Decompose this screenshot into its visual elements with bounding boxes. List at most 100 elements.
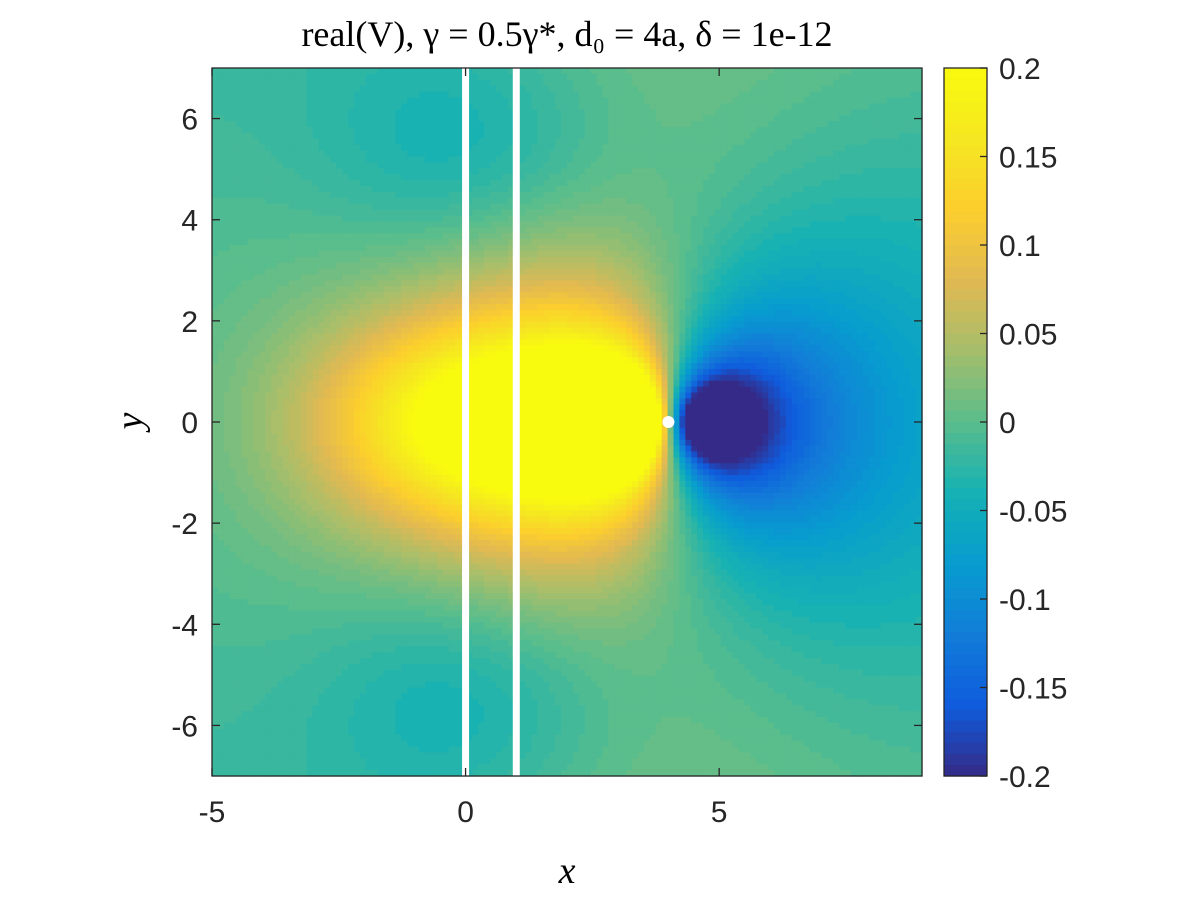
heatmap-cell: [454, 451, 462, 458]
heatmap-cell: [217, 652, 225, 659]
heatmap-cell: [383, 581, 391, 588]
heatmap-cell: [247, 227, 255, 234]
heatmap-cell: [365, 315, 373, 323]
heatmap-cell: [330, 380, 337, 388]
heatmap-cell: [354, 734, 361, 742]
heatmap-cell: [229, 687, 237, 694]
heatmap-cell: [265, 433, 272, 441]
heatmap-cell: [425, 398, 432, 405]
heatmap-cell: [436, 127, 444, 134]
heatmap-cell: [241, 250, 249, 258]
heatmap-cell: [324, 616, 331, 624]
heatmap-cell: [430, 368, 438, 376]
heatmap-cell: [277, 333, 284, 340]
heatmap-cell: [454, 132, 462, 140]
heatmap-cell: [448, 292, 456, 299]
heatmap-cell: [294, 433, 302, 441]
heatmap-cell: [407, 569, 414, 576]
heatmap-cell: [283, 339, 290, 346]
heatmap-cell: [241, 380, 249, 388]
heatmap-cell: [247, 262, 255, 270]
heatmap-cell: [306, 498, 314, 506]
heatmap-cell: [365, 103, 373, 110]
heatmap-cell: [348, 91, 355, 99]
heatmap-cell: [288, 68, 296, 75]
heatmap-cell: [241, 510, 249, 517]
heatmap-cell: [389, 138, 397, 146]
heatmap-cell: [442, 693, 450, 700]
heatmap-cell: [442, 734, 450, 742]
heatmap-cell: [229, 156, 237, 163]
heatmap-cell: [436, 262, 444, 270]
heatmap-cell: [425, 209, 432, 217]
heatmap-cell: [235, 634, 243, 641]
heatmap-cell: [430, 85, 438, 93]
heatmap-cell: [253, 587, 260, 594]
heatmap-cell: [324, 245, 331, 252]
heatmap-cell: [324, 298, 331, 305]
heatmap-cell: [413, 681, 420, 689]
heatmap-cell: [354, 693, 361, 700]
heatmap-cell: [253, 333, 260, 340]
heatmap-cell: [436, 233, 444, 240]
heatmap-cell: [413, 374, 420, 382]
heatmap-cell: [365, 203, 373, 211]
heatmap-cell: [342, 386, 349, 394]
heatmap-cell: [436, 138, 444, 146]
heatmap-cell: [217, 168, 225, 175]
heatmap-cell: [288, 599, 296, 606]
heatmap-cell: [318, 658, 326, 665]
heatmap-cell: [235, 557, 243, 565]
heatmap-cell: [395, 321, 402, 329]
heatmap-cell: [229, 197, 237, 205]
heatmap-cell: [395, 693, 402, 700]
heatmap-cell: [342, 481, 349, 488]
heatmap-cell: [413, 103, 420, 110]
heatmap-cell: [277, 380, 284, 388]
heatmap-cell: [277, 227, 284, 234]
heatmap-cell: [348, 186, 355, 193]
heatmap-cell: [348, 522, 355, 529]
heatmap-cell: [223, 256, 231, 264]
heatmap-cell: [336, 475, 343, 482]
heatmap-cell: [223, 150, 231, 158]
heatmap-cell: [300, 156, 308, 163]
heatmap-cell: [223, 392, 231, 399]
heatmap-cell: [300, 581, 308, 588]
heatmap-cell: [454, 227, 462, 234]
heatmap-cell: [430, 498, 438, 506]
heatmap-cell: [288, 363, 296, 370]
heatmap-cell: [294, 250, 302, 258]
heatmap-cell: [300, 545, 308, 553]
heatmap-cell: [348, 298, 355, 305]
heatmap-cell: [407, 321, 414, 329]
heatmap-cell: [300, 551, 308, 559]
heatmap-cell: [223, 587, 231, 594]
heatmap-cell: [419, 681, 426, 689]
heatmap-cell: [271, 545, 278, 553]
heatmap-cell: [401, 587, 408, 594]
heatmap-cell: [312, 663, 320, 671]
heatmap-cell: [383, 357, 391, 364]
heatmap-cell: [442, 522, 450, 529]
heatmap-cell: [383, 245, 391, 252]
heatmap-cell: [312, 681, 320, 689]
heatmap-cell: [324, 115, 331, 122]
heatmap-cell: [430, 652, 438, 659]
heatmap-cell: [454, 374, 462, 382]
heatmap-cell: [342, 752, 349, 759]
heatmap-cell: [247, 445, 255, 453]
heatmap-cell: [217, 492, 225, 500]
heatmap-cell: [271, 481, 278, 488]
heatmap-cell: [330, 292, 337, 299]
heatmap-cell: [217, 392, 225, 399]
heatmap-cell: [217, 469, 225, 476]
heatmap-cell: [241, 422, 249, 429]
heatmap-cell: [212, 481, 219, 488]
heatmap-cell: [300, 180, 308, 187]
heatmap-cell: [436, 309, 444, 317]
heatmap-cell: [318, 280, 326, 287]
heatmap-cell: [283, 646, 290, 653]
heatmap-cell: [430, 510, 438, 517]
heatmap-cell: [212, 380, 219, 388]
